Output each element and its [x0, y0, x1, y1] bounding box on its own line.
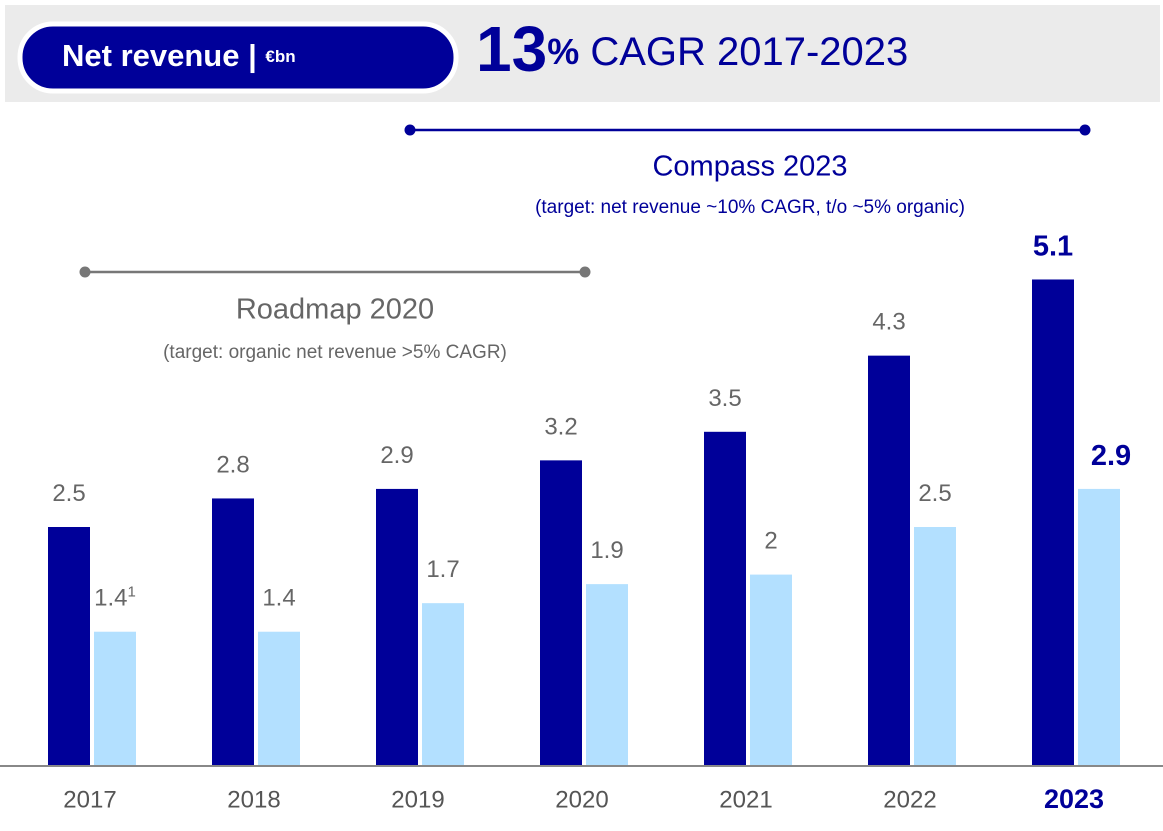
- value-label: 3.5: [708, 385, 741, 412]
- bar: [914, 527, 956, 765]
- bar: [48, 527, 90, 765]
- header-title: Net revenue | €bn: [62, 38, 296, 73]
- value-label-text: 3.2: [544, 414, 577, 441]
- x-tick-label: 2021: [719, 786, 772, 813]
- value-label-text: 3.5: [708, 385, 741, 412]
- bar: [1078, 488, 1120, 765]
- value-label: 2.9: [380, 442, 413, 469]
- value-label-text: 1.9: [590, 537, 623, 564]
- value-label-text: 2.8: [216, 452, 249, 479]
- headline-text: CAGR 2017-2023: [579, 30, 908, 74]
- bar: [868, 355, 910, 765]
- bar: [212, 498, 254, 765]
- bar: [376, 488, 418, 765]
- headline-number: 13: [476, 13, 547, 85]
- value-label: 1.9: [590, 537, 623, 564]
- header-unit: €bn: [265, 47, 295, 66]
- compass-dot: [1079, 124, 1091, 136]
- value-label: 2.5: [918, 480, 951, 507]
- value-label-text: 2.9: [380, 442, 413, 469]
- x-tick-label: 2017: [63, 786, 116, 813]
- headline-unit: %: [547, 31, 579, 72]
- headline: 13% CAGR 2017-2023: [476, 13, 908, 85]
- period-title: Roadmap 2020: [236, 294, 434, 326]
- value-label: 3.2: [544, 414, 577, 441]
- bar: [1032, 279, 1074, 765]
- x-tick-label: 2020: [555, 786, 608, 813]
- value-label: 2.5: [52, 480, 85, 507]
- x-tick-label: 2018: [227, 786, 280, 813]
- value-label: 4.3: [872, 309, 905, 336]
- value-label-text: 5.1: [1033, 230, 1073, 262]
- bar: [540, 460, 582, 765]
- value-label-text: 2: [764, 528, 777, 555]
- value-label: 2.8: [216, 452, 249, 479]
- compass-dot: [404, 124, 416, 136]
- bar: [586, 584, 628, 765]
- bar: [750, 574, 792, 765]
- value-label: 1.41: [94, 584, 136, 612]
- value-label-text: 1.4: [262, 585, 295, 612]
- value-label: 1.4: [262, 585, 295, 612]
- value-label-text: 2.9: [1091, 440, 1131, 472]
- value-label: 2.9: [1091, 440, 1131, 472]
- period-subtitle: (target: net revenue ~10% CAGR, t/o ~5% …: [535, 197, 965, 218]
- header-title-text: Net revenue |: [62, 38, 265, 73]
- footnote-marker: 1: [128, 584, 136, 601]
- value-label: 2: [764, 528, 777, 555]
- value-label-text: 4.3: [872, 309, 905, 336]
- period-subtitle: (target: organic net revenue >5% CAGR): [163, 342, 507, 363]
- x-tick-label: 2019: [391, 786, 444, 813]
- value-label-text: 1.7: [426, 557, 459, 584]
- bar: [704, 431, 746, 765]
- x-tick-label: 2023: [1044, 784, 1104, 814]
- bar: [258, 631, 300, 765]
- roadmap-dot: [79, 266, 91, 278]
- value-label-text: 2.5: [52, 480, 85, 507]
- value-label: 5.1: [1033, 230, 1073, 262]
- value-label-text: 2.5: [918, 480, 951, 507]
- roadmap-dot: [579, 266, 591, 278]
- x-tick-label: 2022: [883, 786, 936, 813]
- bar: [94, 631, 136, 765]
- bar: [422, 603, 464, 765]
- title-pill: [17, 21, 459, 94]
- value-label-text: 1.4: [94, 585, 127, 612]
- period-title: Compass 2023: [652, 151, 847, 183]
- value-label: 1.7: [426, 557, 459, 584]
